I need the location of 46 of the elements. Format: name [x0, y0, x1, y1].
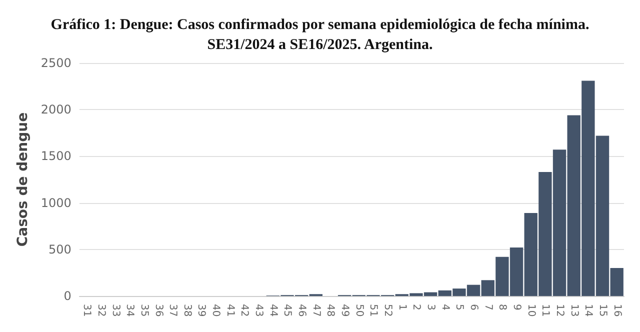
chart-title: Gráfico 1: Dengue: Casos confirmados por semana epidemiológica de fecha mínima. SE31/2024 a SE16/2025. Argentina. [50, 17, 590, 53]
x-tick-label: 10 [525, 304, 536, 317]
y-tick-label: 1000 [40, 196, 72, 210]
y-axis-title: Casos de dengue [15, 112, 31, 247]
x-tick-label: 40 [210, 304, 222, 317]
x-tick-label: 50 [353, 304, 364, 317]
x-tick-label: 42 [238, 304, 250, 317]
x-tick-label: 14 [582, 304, 594, 317]
x-tick-label: 8 [496, 304, 508, 310]
y-tick-label: 500 [48, 242, 72, 256]
x-tick-label: 36 [152, 304, 164, 317]
x-tick-label: 38 [181, 304, 192, 317]
x-tick-label: 41 [224, 304, 236, 317]
x-tick-label: 37 [167, 304, 178, 317]
x-tick-label: 7 [482, 304, 494, 310]
x-tick-label: 16 [611, 304, 622, 317]
x-tick-label: 33 [110, 304, 121, 317]
x-tick-label: 49 [339, 304, 350, 317]
x-tick-label: 9 [511, 304, 522, 310]
x-tick-label: 15 [597, 304, 608, 317]
x-tick-label: 31 [81, 304, 92, 317]
y-tick-label: 0 [64, 289, 72, 303]
x-tick-label: 3 [425, 304, 436, 310]
x-tick-label: 43 [253, 304, 264, 317]
x-tick-label: 5 [454, 304, 465, 310]
x-tick-label: 47 [310, 304, 322, 317]
y-tick-label: 2500 [40, 56, 72, 70]
x-tick-label: 32 [95, 304, 106, 317]
x-tick-label: 45 [282, 304, 293, 317]
x-tick-label: 35 [138, 304, 150, 317]
x-tick-label: 39 [196, 304, 207, 317]
y-tick-label: 1500 [40, 149, 72, 164]
x-tick-label: 48 [324, 304, 336, 317]
y-tick-label: 2000 [40, 102, 72, 117]
x-tick-label: 2 [410, 304, 422, 310]
x-tick-label: 46 [296, 304, 308, 317]
x-tick-label: 52 [382, 304, 394, 317]
x-tick-label: 13 [568, 304, 580, 317]
x-tick-label: 11 [540, 304, 551, 317]
x-tick-label: 12 [554, 304, 566, 317]
x-tick-label: 1 [396, 304, 408, 310]
x-tick-label: 4 [439, 304, 450, 310]
x-tick-label: 51 [368, 304, 379, 317]
x-tick-label: 6 [468, 304, 480, 310]
x-tick-label: 44 [267, 304, 278, 317]
x-tick-label: 34 [124, 304, 136, 317]
